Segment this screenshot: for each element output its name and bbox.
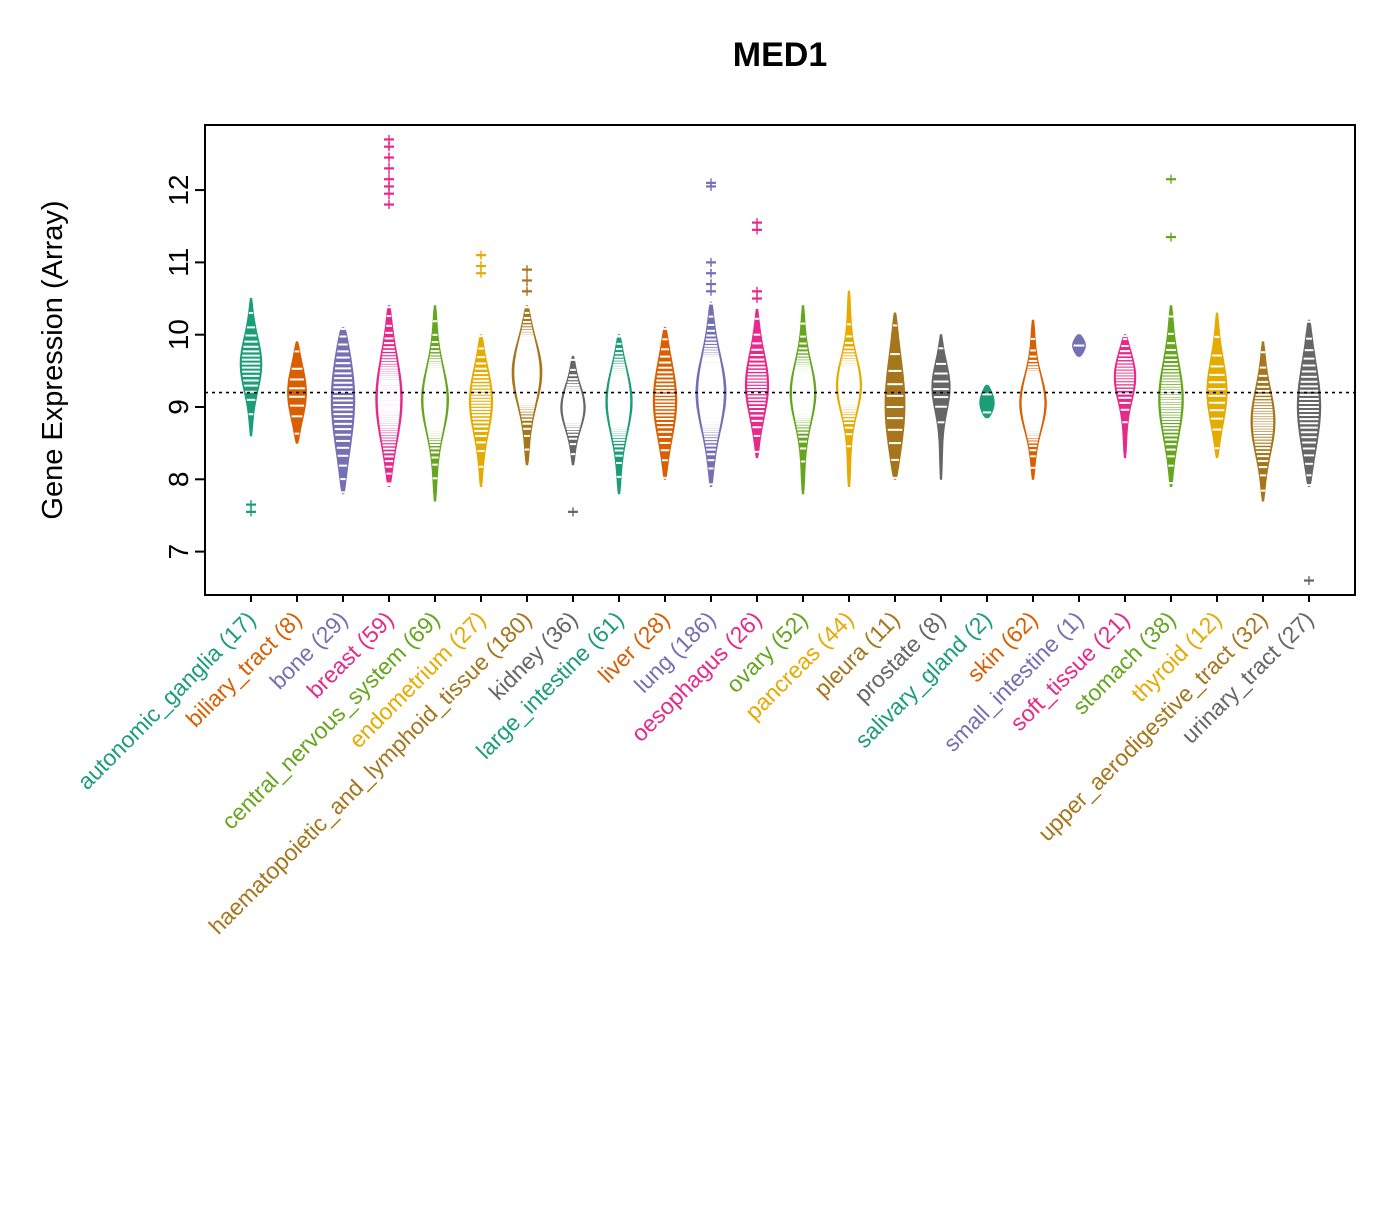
violin-pancreas bbox=[835, 290, 863, 602]
y-tick-label: 10 bbox=[163, 319, 194, 350]
violin-endometrium bbox=[468, 250, 494, 602]
violin-haematopoietic_and_lymphoid_tissue bbox=[511, 265, 543, 602]
violin-shape bbox=[1206, 312, 1228, 459]
violin-shape bbox=[652, 327, 678, 480]
violin-liver bbox=[652, 327, 678, 602]
y-tick-label: 12 bbox=[163, 174, 194, 205]
violin-salivary_gland bbox=[979, 384, 995, 602]
violin-biliary_tract bbox=[287, 341, 307, 602]
violin-oesophagus bbox=[744, 218, 770, 602]
violin-soft_tissue bbox=[1113, 334, 1137, 602]
plot-border bbox=[204, 124, 1356, 596]
y-tick-label: 8 bbox=[163, 472, 194, 488]
violin-shape bbox=[330, 327, 356, 495]
violin-ovary bbox=[789, 305, 817, 602]
violin-small_intestine bbox=[1072, 334, 1086, 602]
violin-skin bbox=[1019, 319, 1047, 602]
violin-stomach bbox=[1158, 174, 1184, 602]
violin-kidney bbox=[560, 355, 586, 602]
violin-large_intestine bbox=[605, 334, 633, 602]
y-axis-label: Gene Expression (Array) bbox=[37, 200, 69, 519]
violin-urinary_tract bbox=[1296, 319, 1322, 602]
y-tick-label: 9 bbox=[163, 399, 194, 415]
violin-upper_aerodigestive_tract bbox=[1250, 341, 1276, 602]
y-tick-label: 7 bbox=[163, 544, 194, 560]
violin-lung bbox=[695, 178, 727, 602]
violin-autonomic_ganglia bbox=[239, 298, 263, 602]
violin-central_nervous_system bbox=[421, 305, 449, 602]
violin-prostate bbox=[931, 334, 951, 602]
violin-bone bbox=[330, 327, 356, 602]
violin-breast bbox=[375, 134, 403, 602]
y-tick-label: 11 bbox=[163, 248, 194, 277]
violin-pleura bbox=[884, 312, 906, 602]
chart-title: MED1 bbox=[733, 36, 827, 74]
x-label-autonomic_ganglia: autonomic_ganglia (17) bbox=[72, 606, 260, 794]
violin-shape bbox=[1250, 341, 1276, 502]
violin-thyroid bbox=[1206, 312, 1228, 602]
violin-shape bbox=[1113, 334, 1137, 459]
